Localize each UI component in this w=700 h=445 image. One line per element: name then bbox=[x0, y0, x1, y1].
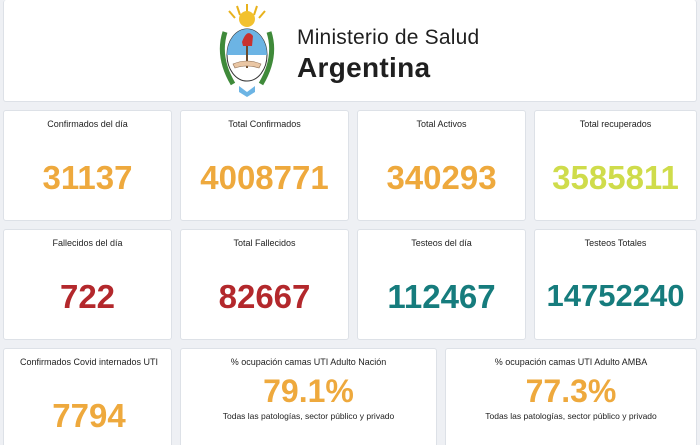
stat-label: Total Activos bbox=[416, 119, 467, 129]
stat-label: % ocupación camas UTI Adulto AMBA bbox=[494, 357, 648, 367]
stat-value: 722 bbox=[59, 278, 116, 315]
argentina-coat-of-arms-icon bbox=[215, 2, 279, 98]
stat-card-internados-uti: Confirmados Covid internados UTI 7794 bbox=[3, 348, 172, 445]
stat-label: Fallecidos del día bbox=[52, 238, 123, 248]
country-name: Argentina bbox=[297, 52, 431, 83]
stat-card-testeos-totales: Testeos Totales 14752240 bbox=[534, 229, 697, 340]
stat-value: 3585811 bbox=[552, 159, 679, 196]
stat-label: % ocupación camas UTI Adulto Nación bbox=[230, 357, 387, 367]
stat-card-ocupacion-nacion: % ocupación camas UTI Adulto Nación 79.1… bbox=[180, 348, 437, 445]
stat-card-fallecidos-dia: Fallecidos del día 722 bbox=[3, 229, 172, 340]
stat-label: Total Confirmados bbox=[228, 119, 301, 129]
stat-value: 77.3% bbox=[525, 373, 617, 409]
stat-label: Confirmados del día bbox=[47, 119, 128, 129]
stat-note: Todas las patologías, sector público y p… bbox=[485, 411, 657, 421]
stat-label: Testeos del día bbox=[411, 238, 472, 248]
stat-card-total-activos: Total Activos 340293 bbox=[357, 110, 526, 221]
stat-card-testeos-dia: Testeos del día 112467 bbox=[357, 229, 526, 340]
stat-value: 82667 bbox=[218, 278, 311, 315]
stat-value: 112467 bbox=[387, 278, 496, 315]
stat-card-total-confirmados: Total Confirmados 4008771 bbox=[180, 110, 349, 221]
stat-label: Total recuperados bbox=[579, 119, 652, 129]
stat-label: Confirmados Covid internados UTI bbox=[19, 357, 159, 367]
stat-value: 4008771 bbox=[200, 159, 329, 196]
stat-label: Testeos Totales bbox=[584, 238, 647, 248]
stat-label: Total Fallecidos bbox=[233, 238, 296, 248]
stat-card-ocupacion-amba: % ocupación camas UTI Adulto AMBA 77.3% … bbox=[445, 348, 697, 445]
stat-card-total-fallecidos: Total Fallecidos 82667 bbox=[180, 229, 349, 340]
stat-value: 340293 bbox=[386, 159, 497, 196]
stat-value: 31137 bbox=[42, 159, 133, 196]
stat-value: 7794 bbox=[52, 397, 126, 434]
stat-card-total-recuperados: Total recuperados 3585811 bbox=[534, 110, 697, 221]
header-card: Ministerio de Salud Argentina bbox=[3, 0, 697, 102]
stat-value: 14752240 bbox=[546, 278, 685, 313]
stat-value: 79.1% bbox=[263, 373, 354, 409]
ministry-title: Ministerio de Salud Argentina bbox=[297, 26, 479, 84]
stat-note: Todas las patologías, sector público y p… bbox=[222, 411, 395, 421]
stat-card-confirmados-dia: Confirmados del día 31137 bbox=[3, 110, 172, 221]
ministry-name: Ministerio de Salud bbox=[297, 26, 480, 49]
